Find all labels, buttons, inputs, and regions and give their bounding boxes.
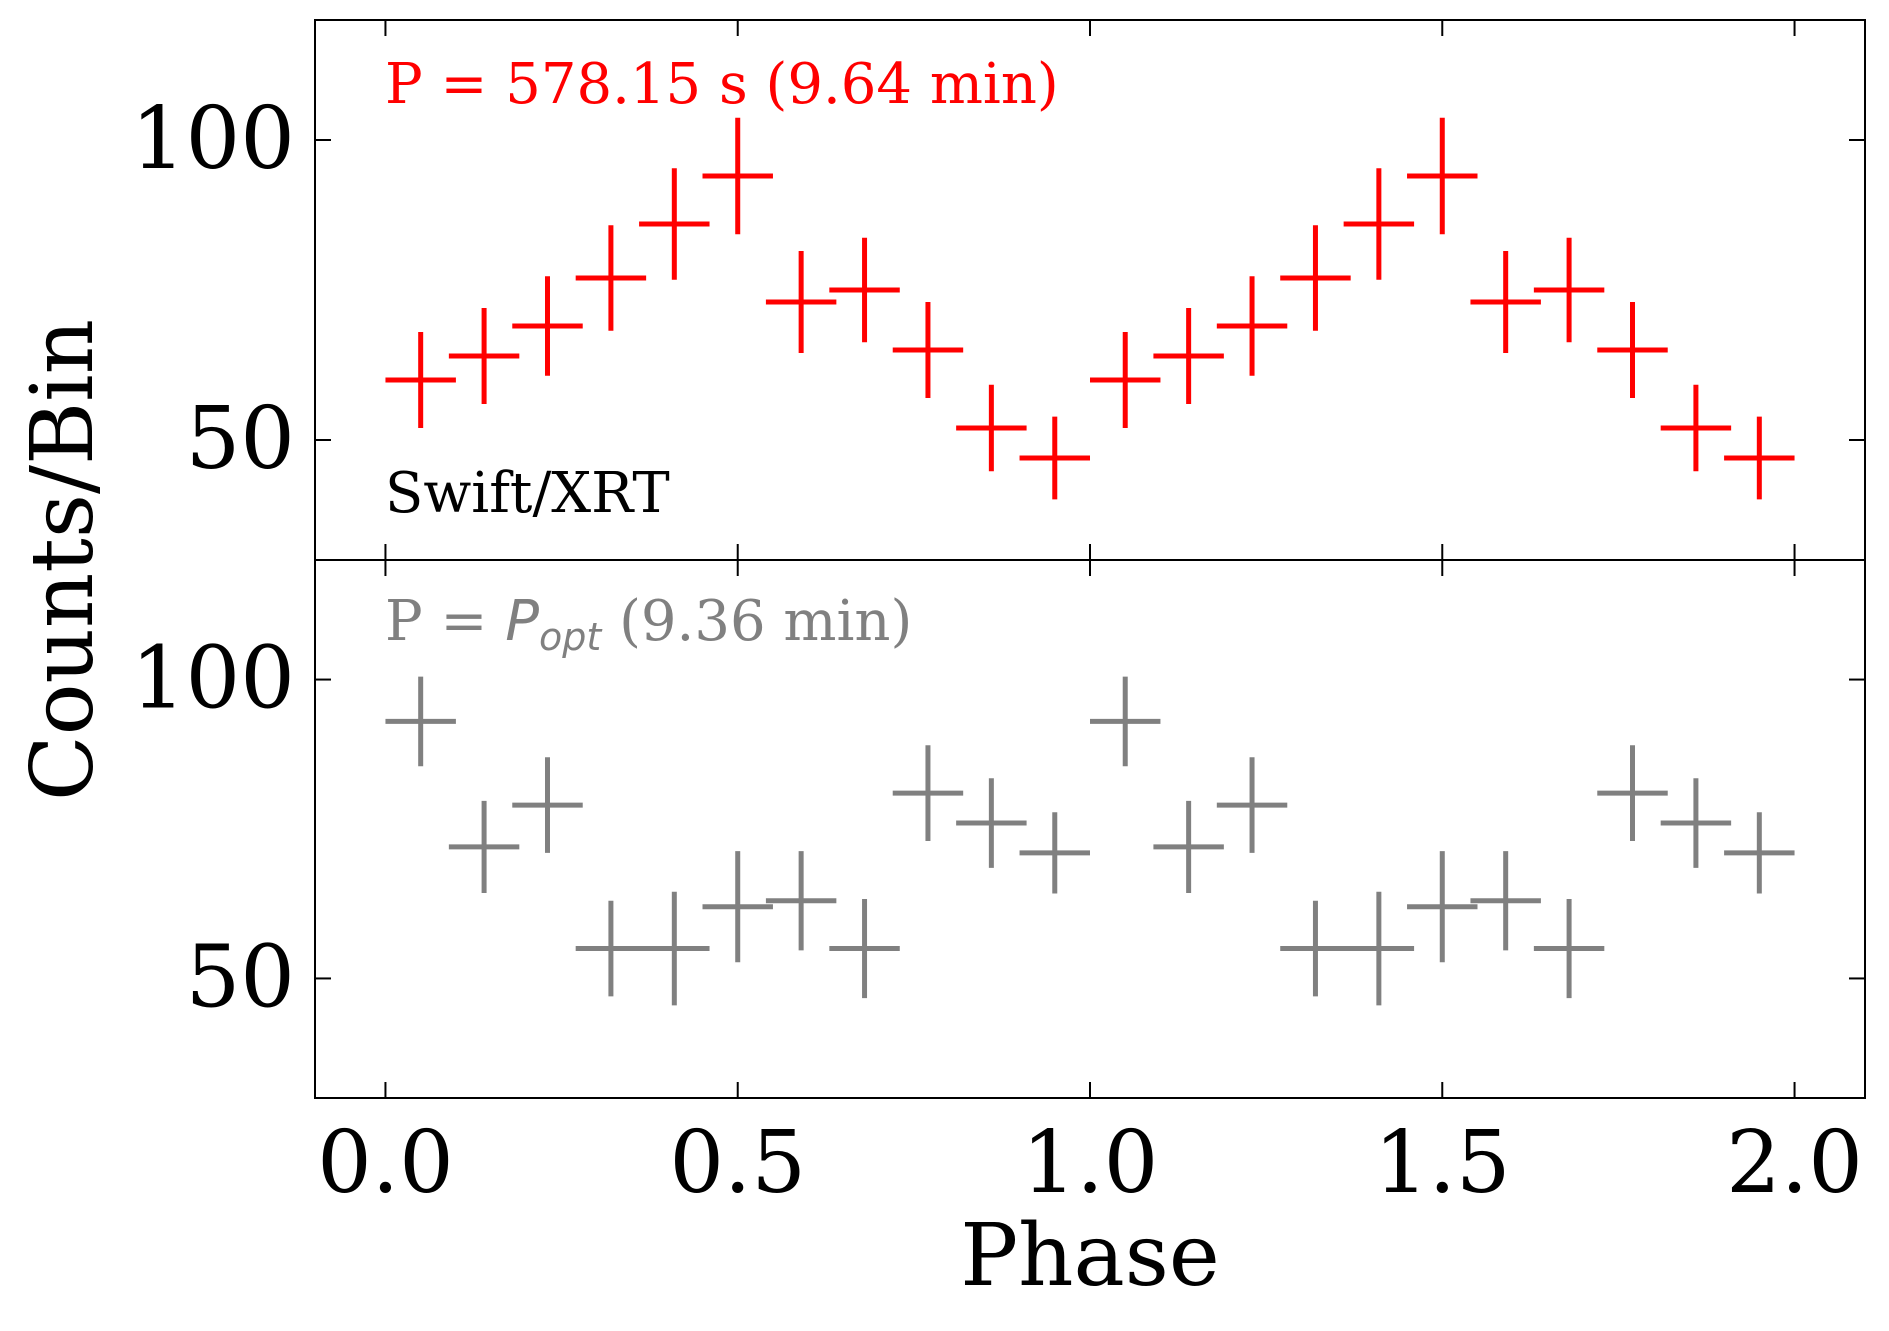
bottom-data-point (702, 851, 773, 963)
bottom-data-point (892, 745, 964, 841)
top-data-point (1660, 384, 1732, 472)
top-x-ticks (384, 20, 1796, 560)
bottom-data-points (385, 676, 1795, 1006)
bottom-data-point (1533, 898, 1605, 999)
bottom-data-point (765, 851, 837, 951)
bottom-y-ticks: 50 100 (131, 629, 1865, 1027)
top-data-point (1724, 416, 1795, 500)
bottom-data-point (1343, 891, 1415, 1006)
bottom-period-annotation: P = Popt (9.36 min) (385, 589, 912, 659)
bottom-annotation-subscript: opt (539, 615, 603, 659)
top-data-point (702, 117, 773, 235)
x-tick-label: 0.0 (317, 1113, 454, 1213)
y-axis-label: Counts/Bin (13, 319, 113, 801)
top-period-annotation: P = 578.15 s (9.64 min) (385, 52, 1059, 117)
top-data-point (956, 384, 1027, 472)
top-data-point (512, 276, 583, 376)
bottom-data-point (512, 757, 583, 853)
bottom-data-point (829, 898, 900, 999)
bottom-x-ticks (384, 560, 1796, 1098)
top-data-point (1153, 308, 1224, 404)
top-panel: 50 100 P = 578.15 s (9.64 min) Swift/XRT (131, 19, 1866, 561)
x-tick-labels: 0.0 0.5 1.0 1.5 2.0 (317, 1113, 1863, 1213)
bottom-data-point (1470, 851, 1541, 951)
bottom-data-point (575, 900, 647, 997)
x-axis-label: Phase (960, 1206, 1220, 1306)
top-data-point (892, 302, 964, 398)
top-y-tick-label: 50 (186, 389, 295, 489)
top-data-point (1019, 416, 1090, 500)
top-data-point (1533, 237, 1605, 343)
bottom-data-point (1724, 812, 1795, 894)
bottom-data-point (1019, 812, 1090, 894)
bottom-data-point (1216, 757, 1288, 853)
top-data-point (765, 251, 837, 353)
top-data-point (1216, 276, 1288, 376)
top-data-point (829, 237, 900, 343)
bottom-data-point (1153, 800, 1224, 893)
bottom-data-point (385, 676, 456, 767)
bottom-data-point (1280, 900, 1351, 997)
top-y-ticks: 50 100 (131, 89, 1865, 489)
bottom-data-point (1090, 676, 1161, 767)
bottom-annotation-prefix: P = (385, 589, 505, 654)
top-data-point (1343, 168, 1415, 280)
bottom-data-point (1660, 778, 1732, 868)
top-data-point (575, 225, 647, 331)
bottom-annotation-symbol: P (505, 589, 539, 654)
top-data-point (448, 308, 520, 404)
top-data-point (1597, 302, 1668, 398)
top-data-point (385, 332, 456, 428)
top-data-point (1470, 251, 1541, 353)
bottom-data-point (956, 778, 1027, 868)
x-tick-label: 1.0 (1022, 1113, 1159, 1213)
top-data-point (639, 168, 710, 280)
bottom-data-point (1597, 745, 1668, 841)
x-tick-label: 0.5 (669, 1113, 806, 1213)
x-tick-label: 2.0 (1726, 1113, 1863, 1213)
bottom-data-point (1407, 851, 1478, 963)
top-data-point (1280, 225, 1351, 331)
bottom-annotation-suffix: (9.36 min) (601, 589, 912, 654)
x-tick-label: 1.5 (1374, 1113, 1511, 1213)
top-instrument-label: Swift/XRT (385, 461, 670, 526)
bottom-y-tick-label: 50 (186, 927, 295, 1027)
bottom-panel: 50 100 P = Popt (9.36 min) (131, 559, 1866, 1099)
top-data-point (1407, 117, 1478, 235)
bottom-data-point (448, 800, 520, 893)
top-data-point (1090, 332, 1161, 428)
bottom-y-tick-label: 100 (131, 629, 295, 729)
top-data-points (385, 117, 1795, 500)
bottom-data-point (639, 891, 710, 1006)
top-y-tick-label: 100 (131, 89, 295, 189)
